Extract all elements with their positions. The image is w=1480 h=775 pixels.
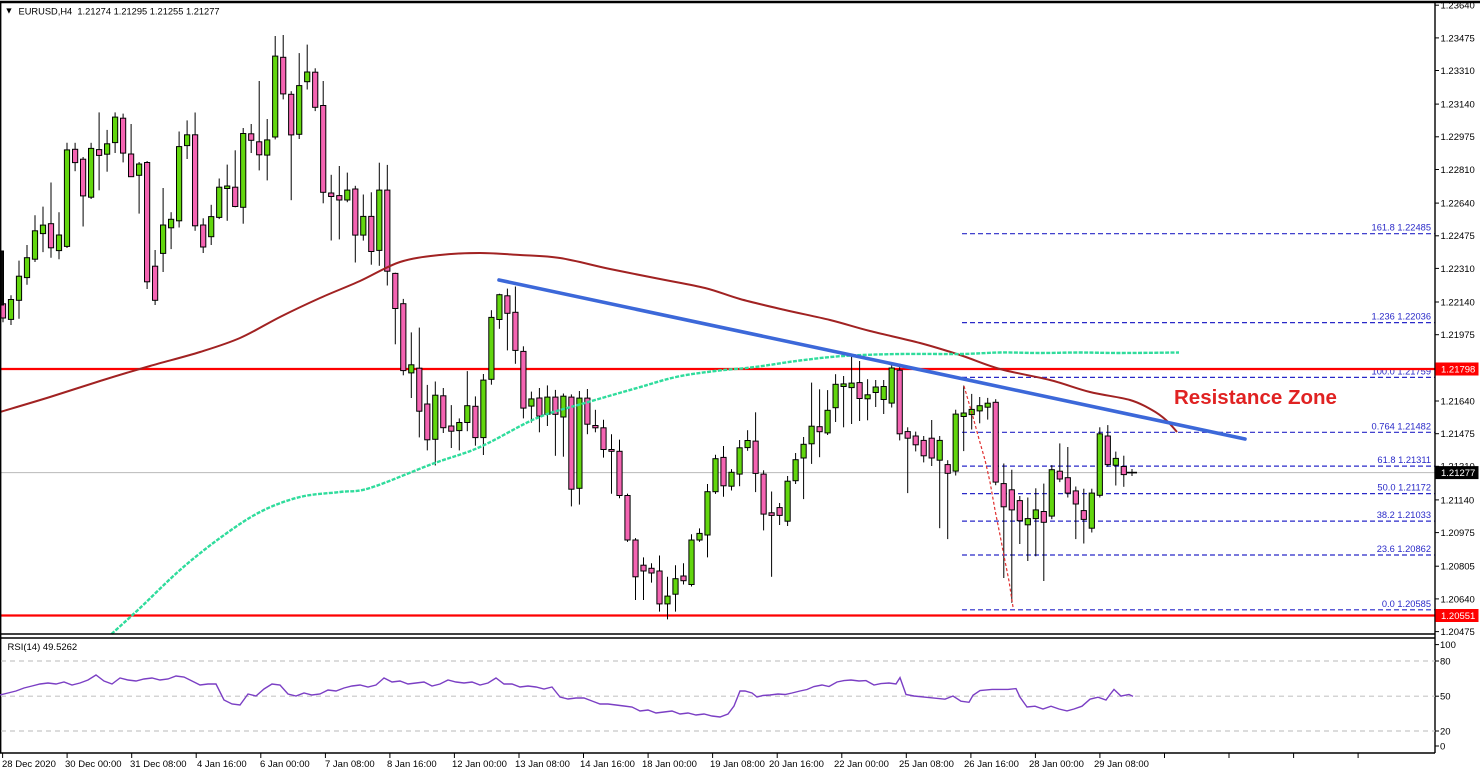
svg-text:7 Jan 08:00: 7 Jan 08:00 (325, 759, 375, 770)
svg-text:1.236 1.22036: 1.236 1.22036 (1372, 312, 1431, 322)
svg-text:1.20475: 1.20475 (1441, 627, 1475, 638)
svg-text:RSI(14) 49.5262: RSI(14) 49.5262 (8, 642, 78, 653)
svg-text:1.22640: 1.22640 (1441, 199, 1475, 210)
svg-text:161.8 1.22485: 161.8 1.22485 (1372, 223, 1431, 233)
svg-text:1.20805: 1.20805 (1441, 562, 1475, 573)
svg-text:0.0 1.20585: 0.0 1.20585 (1382, 599, 1431, 609)
svg-text:80: 80 (1440, 656, 1451, 667)
svg-text:1.23640: 1.23640 (1441, 1, 1475, 12)
svg-text:29 Jan 08:00: 29 Jan 08:00 (1094, 759, 1149, 770)
svg-text:28 Jan 00:00: 28 Jan 00:00 (1029, 759, 1084, 770)
svg-text:30 Dec 00:00: 30 Dec 00:00 (65, 759, 122, 770)
svg-text:1.21140: 1.21140 (1441, 495, 1475, 506)
svg-text:31 Dec 08:00: 31 Dec 08:00 (130, 759, 187, 770)
svg-text:1.20551: 1.20551 (1441, 611, 1475, 622)
svg-text:1.20975: 1.20975 (1441, 528, 1475, 539)
svg-text:1.23475: 1.23475 (1441, 33, 1475, 44)
svg-text:23.6 1.20862: 23.6 1.20862 (1377, 544, 1431, 554)
svg-text:1.22140: 1.22140 (1441, 297, 1475, 308)
svg-text:▼: ▼ (5, 6, 14, 16)
svg-text:19 Jan 08:00: 19 Jan 08:00 (710, 759, 765, 770)
svg-text:1.21798: 1.21798 (1441, 364, 1475, 375)
svg-text:4 Jan 16:00: 4 Jan 16:00 (197, 759, 247, 770)
svg-text:20 Jan 16:00: 20 Jan 16:00 (769, 759, 824, 770)
svg-text:0: 0 (1440, 741, 1445, 752)
svg-text:1.21475: 1.21475 (1441, 429, 1475, 440)
svg-text:Resistance Zone: Resistance Zone (1174, 386, 1337, 409)
svg-text:18 Jan 00:00: 18 Jan 00:00 (642, 759, 697, 770)
svg-text:1.20640: 1.20640 (1441, 594, 1475, 605)
svg-text:14 Jan 16:00: 14 Jan 16:00 (580, 759, 635, 770)
svg-text:1.23310: 1.23310 (1441, 66, 1475, 77)
svg-text:25 Jan 08:00: 25 Jan 08:00 (899, 759, 954, 770)
svg-text:1.23140: 1.23140 (1441, 100, 1475, 111)
svg-text:1.22310: 1.22310 (1441, 264, 1475, 275)
svg-text:EURUSD,H4 1.21274 1.21295 1.2: EURUSD,H4 1.21274 1.21295 1.21255 1.2127… (19, 7, 220, 17)
svg-text:1.22475: 1.22475 (1441, 231, 1475, 242)
svg-text:1.21640: 1.21640 (1441, 396, 1475, 407)
svg-text:1.21975: 1.21975 (1441, 330, 1475, 341)
svg-text:50: 50 (1440, 692, 1451, 703)
svg-text:6 Jan 00:00: 6 Jan 00:00 (260, 759, 310, 770)
svg-text:50.0 1.21172: 50.0 1.21172 (1377, 483, 1431, 493)
svg-text:13 Jan 08:00: 13 Jan 08:00 (515, 759, 570, 770)
svg-text:1.21277: 1.21277 (1441, 468, 1475, 479)
svg-text:12 Jan 00:00: 12 Jan 00:00 (452, 759, 507, 770)
svg-text:22 Jan 00:00: 22 Jan 00:00 (834, 759, 889, 770)
svg-text:1.22810: 1.22810 (1441, 165, 1475, 176)
svg-text:100: 100 (1440, 640, 1456, 651)
svg-text:100.0 1.21759: 100.0 1.21759 (1372, 366, 1431, 376)
svg-text:38.2 1.21033: 38.2 1.21033 (1377, 510, 1431, 520)
svg-text:26 Jan 16:00: 26 Jan 16:00 (964, 759, 1019, 770)
svg-text:1.22975: 1.22975 (1441, 132, 1475, 143)
svg-text:61.8 1.21311: 61.8 1.21311 (1377, 455, 1431, 465)
svg-text:8 Jan 16:00: 8 Jan 16:00 (387, 759, 437, 770)
svg-text:0.764 1.21482: 0.764 1.21482 (1372, 421, 1431, 431)
svg-text:28 Dec 2020: 28 Dec 2020 (2, 759, 56, 770)
svg-text:20: 20 (1440, 726, 1451, 737)
